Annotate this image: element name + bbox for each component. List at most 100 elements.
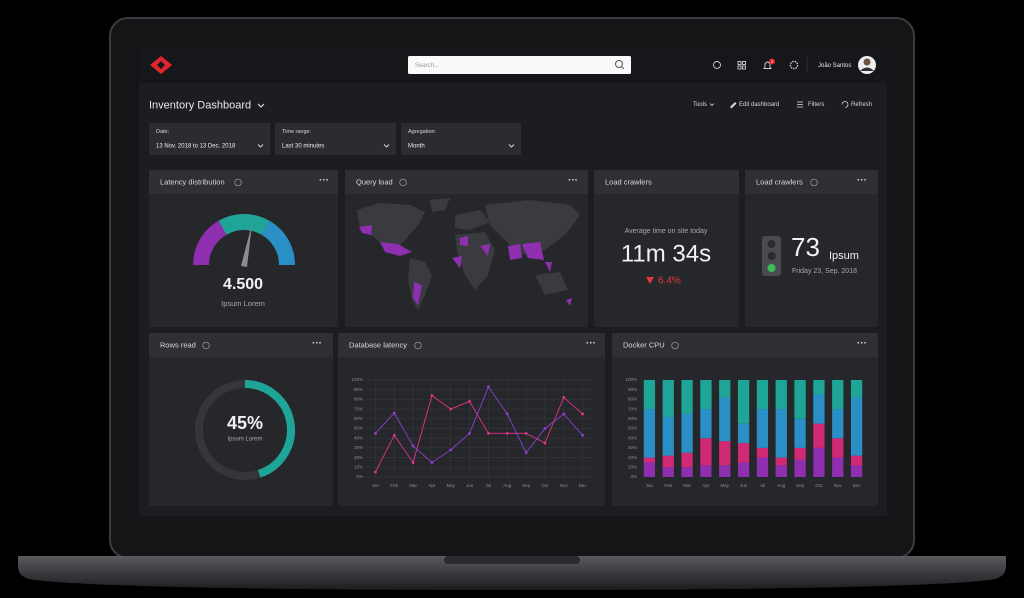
filters-action[interactable]: Filters (808, 102, 824, 108)
dashboard-title: Inventory Dashboard (149, 99, 251, 111)
bar-segment (850, 455, 863, 466)
light-on (767, 264, 776, 272)
line-point (524, 431, 528, 435)
bar-segment (662, 416, 674, 456)
y-tick-label: 100% (351, 377, 363, 382)
refresh-action[interactable]: Refresh (851, 102, 872, 108)
y-tick-label: 10% (354, 464, 363, 469)
bar-segment (737, 443, 750, 463)
line-point (468, 431, 471, 435)
bar-segment (813, 380, 825, 395)
bar-segment (756, 380, 769, 410)
line-point (581, 433, 584, 437)
bar-segment (775, 409, 787, 458)
bar-segment (662, 380, 674, 417)
filter-box[interactable] (149, 123, 270, 155)
widget-title: Rows read (160, 340, 196, 349)
bar-segment (681, 380, 693, 414)
bar-segment (794, 459, 806, 477)
x-tick-label: Sep (796, 483, 805, 488)
line-point (430, 461, 434, 464)
line-point (449, 448, 453, 452)
gauge-value: 4.500 (223, 276, 263, 293)
x-tick-label: Jun (740, 483, 748, 488)
y-tick-label: 80% (354, 397, 363, 402)
widget-title: Docker CPU (623, 340, 665, 349)
filters-icon (797, 101, 803, 108)
bar-segment (850, 380, 863, 398)
y-tick-label: 70% (628, 406, 637, 411)
settings-icon[interactable] (789, 60, 799, 70)
line-point (505, 431, 509, 435)
svg-text:···: ··· (586, 338, 596, 349)
bar-segment (681, 413, 693, 453)
y-tick-label: 100% (625, 377, 637, 382)
bar-segment (775, 380, 787, 410)
info-icons (202, 178, 818, 350)
x-tick-label: Aug (503, 483, 512, 488)
line-point (562, 396, 566, 399)
search-icon[interactable] (615, 60, 623, 68)
bar-segment (719, 380, 731, 398)
line-point (487, 385, 490, 389)
bar-segment (813, 394, 825, 424)
bar-segment (756, 447, 769, 458)
gauge-caption: Ipsum Lorem (221, 299, 265, 308)
line-point (505, 412, 509, 416)
bell-icon[interactable] (763, 61, 772, 69)
y-tick-label: 30% (354, 445, 363, 450)
line-point (374, 470, 377, 474)
history-icon[interactable] (713, 61, 721, 69)
x-tick-label: Feb (664, 483, 672, 488)
x-tick-label: Oct (541, 483, 549, 488)
x-tick-label: Oct (815, 483, 823, 488)
tools-action[interactable]: Tools (693, 102, 707, 108)
apps-icon[interactable] (737, 61, 746, 70)
x-tick-label: Apr (702, 483, 710, 488)
stat-caption: Average time on site today (625, 228, 708, 235)
y-tick-label: 0% (630, 474, 637, 479)
bar-segment (813, 447, 825, 477)
bar-segment (719, 397, 731, 442)
svg-text:···: ··· (312, 338, 322, 349)
y-tick-label: 70% (354, 406, 363, 411)
notch (444, 556, 580, 564)
filter-box[interactable] (401, 123, 521, 155)
bar-segment (700, 409, 712, 439)
svg-text:···: ··· (568, 175, 578, 186)
filter-label: Time range: (282, 129, 312, 135)
bar-segment (832, 438, 844, 458)
logo[interactable] (150, 56, 172, 74)
filter-label: Date: (156, 129, 170, 135)
user-name[interactable]: João Santos (818, 63, 851, 69)
filter-box[interactable] (275, 123, 396, 155)
gauge-needle (241, 224, 252, 267)
x-tick-label: Feb (390, 483, 398, 488)
bar-segment (832, 457, 844, 477)
search-box[interactable] (408, 56, 631, 74)
x-tick-label: Aug (777, 483, 786, 488)
bar-segment (850, 397, 863, 456)
edit-dashboard-action[interactable]: Edit dashboard (739, 102, 779, 108)
bar-segment (756, 409, 769, 448)
widget-menus[interactable]: ··· ··· ··· ··· ··· ··· (312, 175, 867, 349)
bar-segment (775, 465, 787, 477)
avatar-head (863, 58, 871, 66)
x-tick-label: Jul (760, 483, 766, 488)
bar-segment (794, 418, 806, 448)
y-tick-label: 10% (628, 464, 637, 469)
x-tick-label: May (446, 483, 455, 488)
bar-segment (643, 457, 656, 463)
map-highlights (359, 225, 572, 306)
widget-title: Database latency (349, 340, 407, 349)
line-point (392, 433, 396, 437)
x-tick-label: Jun (466, 483, 474, 488)
svg-text:···: ··· (319, 175, 329, 186)
title-chevron[interactable] (257, 103, 265, 108)
bar-segment (662, 455, 674, 468)
widget-title: Load crawlers (605, 177, 652, 186)
count-unit: Ipsum (829, 250, 859, 262)
bar-segment (700, 380, 712, 410)
bar-segment (681, 452, 693, 468)
